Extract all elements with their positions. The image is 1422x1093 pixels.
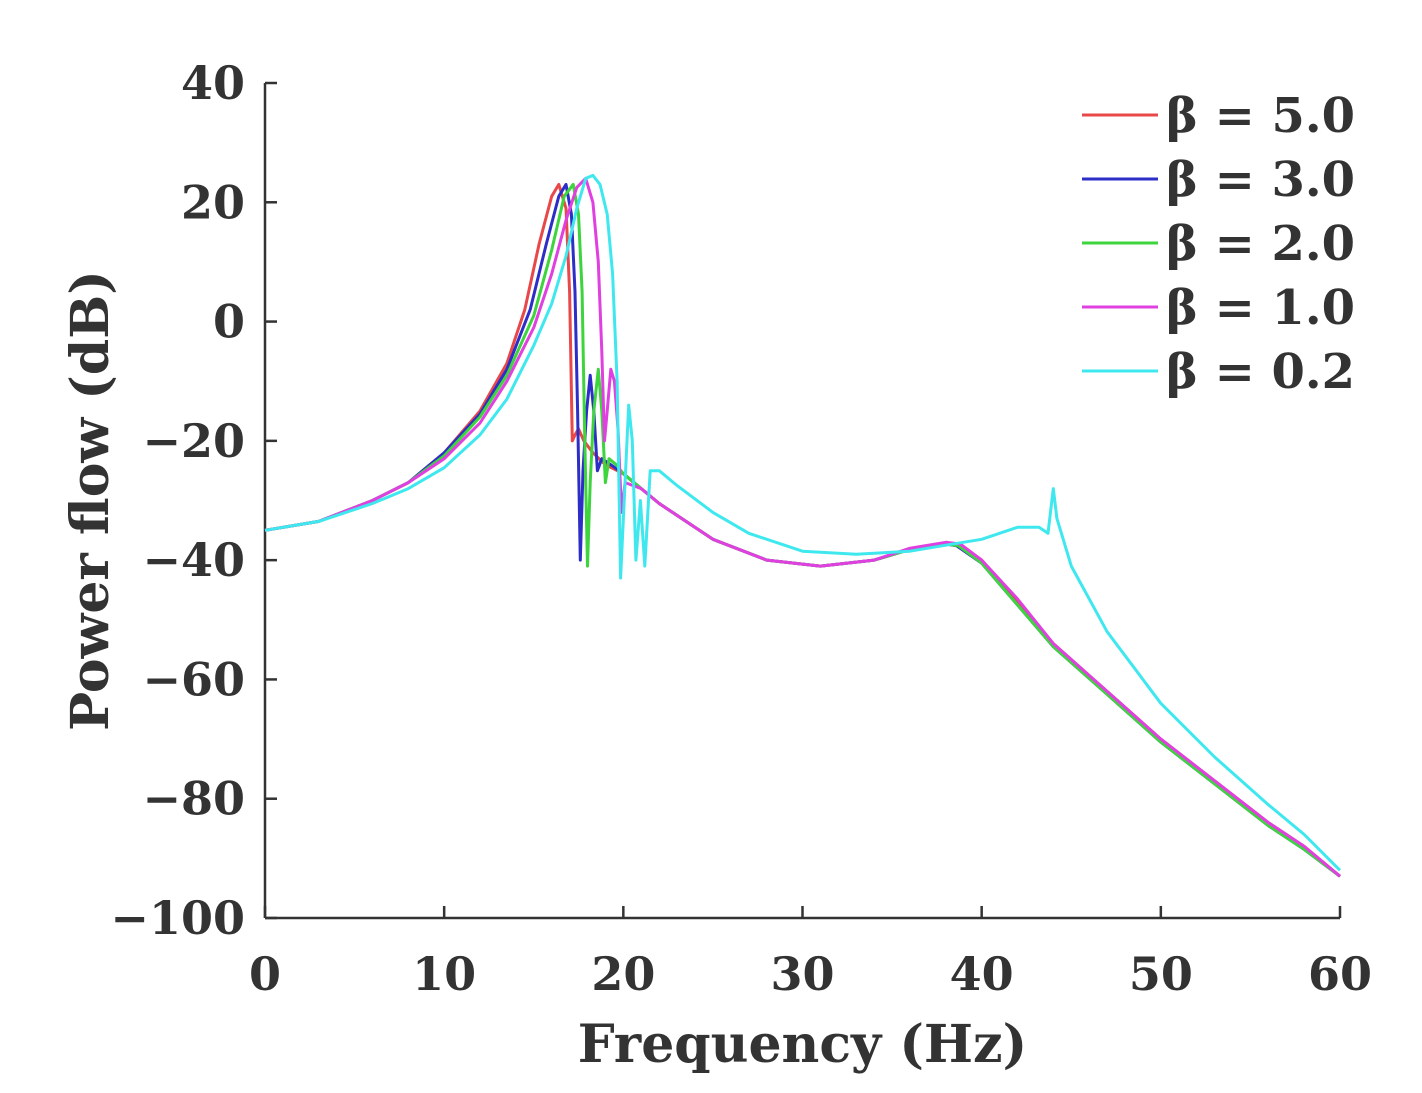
y-tick-label: −40 [142, 533, 245, 587]
x-tick-label: 50 [1129, 947, 1193, 1001]
x-tick-label: 10 [412, 947, 476, 1001]
legend-label: β = 3.0 [1166, 152, 1355, 208]
series-lines [264, 173, 1342, 878]
x-axis-title: Frequency (Hz) [578, 1014, 1027, 1075]
y-tick-label: −60 [142, 652, 245, 706]
x-tick-label: 0 [249, 947, 281, 1001]
y-tick-label: −20 [142, 414, 245, 468]
y-tick-label: 40 [181, 56, 245, 110]
x-axis-ticks: 0 10 20 30 40 50 60 [249, 906, 1372, 1001]
legend-label: β = 2.0 [1166, 216, 1355, 272]
series-line-3 [264, 182, 1341, 878]
y-tick-label: −100 [110, 891, 245, 945]
legend-label: β = 0.2 [1166, 344, 1355, 400]
x-tick-label: 30 [770, 947, 834, 1001]
plot-area: 0 10 20 30 40 50 60 40 20 0 −20 −40 −60 −80 −100 [110, 56, 1372, 1001]
y-tick-label: 0 [213, 295, 245, 349]
x-tick-label: 20 [591, 947, 655, 1001]
legend: β = 5.0 β = 3.0 β = 2.0 β = 1.0 β = 0.2 [1082, 88, 1355, 400]
x-tick-label: 40 [950, 947, 1014, 1001]
y-tick-label: 20 [181, 175, 245, 229]
x-tick-label: 60 [1308, 947, 1372, 1001]
y-axis-ticks: 40 20 0 −20 −40 −60 −80 −100 [110, 56, 277, 945]
series-line-5 [264, 173, 1342, 872]
legend-label: β = 1.0 [1166, 280, 1355, 336]
y-tick-label: −80 [142, 772, 245, 826]
legend-label: β = 5.0 [1166, 88, 1355, 144]
y-axis-title: Power flow (dB) [60, 270, 121, 731]
